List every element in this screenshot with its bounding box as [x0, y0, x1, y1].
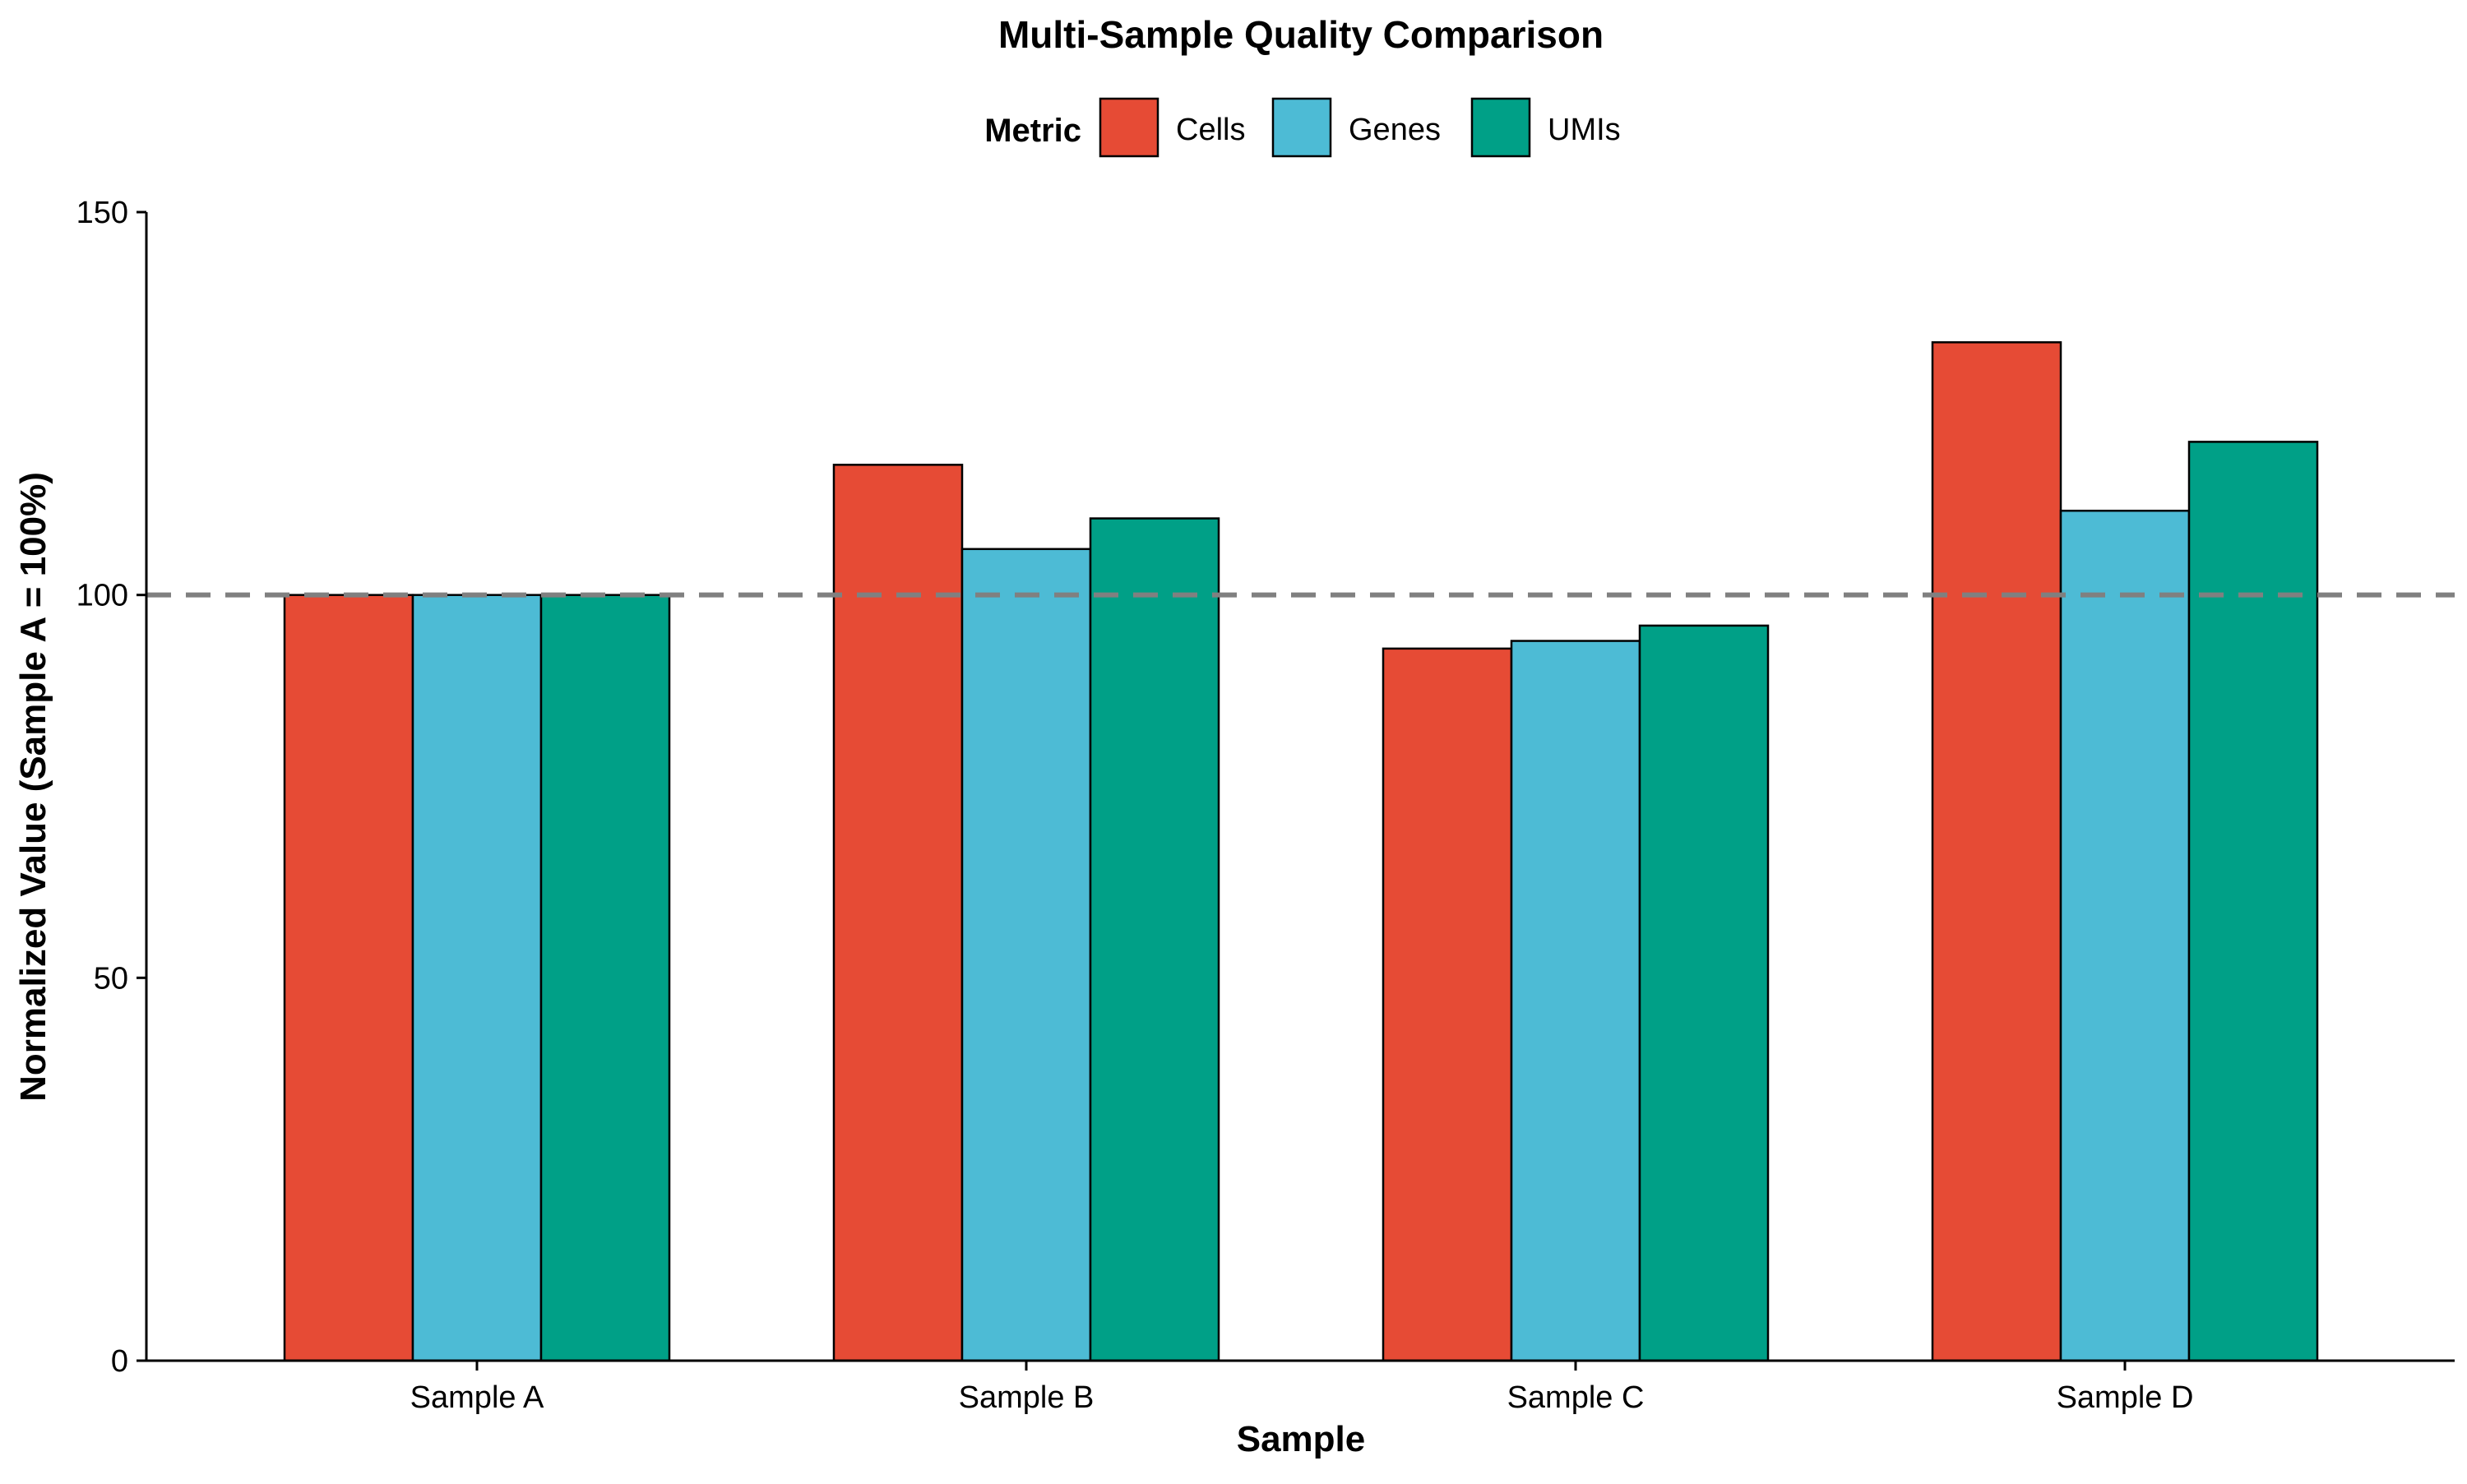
bar-genes-sample-b	[960, 548, 1092, 1362]
legend-swatch-genes	[1271, 97, 1332, 158]
bar-umis-sample-b	[1089, 517, 1220, 1362]
y-axis-ticks: 0 50 100 150	[76, 196, 146, 1379]
chart-title: Multi-Sample Quality Comparison	[998, 13, 1604, 56]
legend-label-cells: Cells	[1176, 113, 1245, 147]
x-tick-label: Sample B	[959, 1380, 1095, 1415]
bar-umis-sample-d	[2187, 441, 2319, 1362]
y-tick-label: 150	[76, 196, 128, 230]
y-tick-label: 100	[76, 579, 128, 613]
x-tick-label: Sample D	[2057, 1380, 2194, 1415]
legend-title: Metric	[984, 113, 1081, 149]
legend: Metric Cells Genes UMIs	[984, 97, 1621, 158]
bar-umis-sample-c	[1638, 624, 1770, 1362]
y-tick-label: 50	[94, 961, 128, 996]
bar-cells-sample-b	[832, 464, 964, 1362]
bar-genes-sample-d	[2059, 509, 2191, 1362]
bar-genes-sample-c	[1510, 640, 1641, 1362]
legend-swatch-cells	[1099, 97, 1159, 158]
x-axis-ticks: Sample A Sample B Sample C Sample D	[410, 1361, 2194, 1415]
y-tick-label: 0	[111, 1344, 128, 1379]
bar-genes-sample-a	[411, 594, 543, 1362]
x-tick-label: Sample A	[410, 1380, 544, 1415]
x-axis-title: Sample	[1237, 1419, 1366, 1459]
legend-label-umis: UMIs	[1548, 113, 1621, 147]
x-tick-label: Sample C	[1507, 1380, 1645, 1415]
legend-label-genes: Genes	[1349, 113, 1441, 147]
bar-cells-sample-d	[1931, 341, 2062, 1362]
y-axis-title: Normalized Value (Sample A = 100%)	[13, 472, 53, 1102]
bar-cells-sample-a	[283, 594, 414, 1362]
legend-swatch-umis	[1470, 97, 1531, 158]
bar-cells-sample-c	[1382, 647, 1513, 1362]
bars-layer	[283, 341, 2319, 1362]
bar-umis-sample-a	[539, 594, 671, 1362]
